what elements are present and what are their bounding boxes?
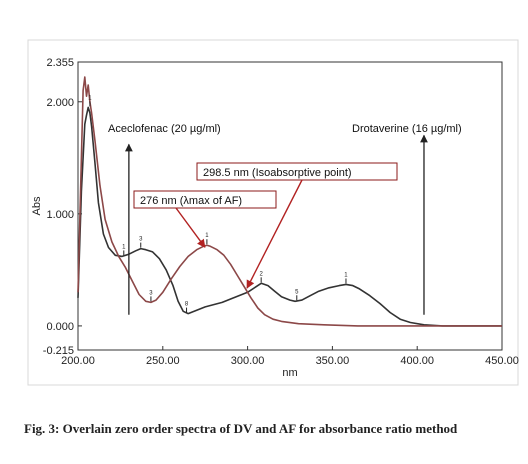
- spectrum-line-2: [77, 76, 502, 327]
- peak-marker-label: 3: [149, 290, 153, 296]
- y-tick-label: 1.000: [46, 209, 74, 221]
- y-axis-label: Abs: [31, 196, 43, 215]
- y-tick-label: 2.355: [46, 57, 74, 69]
- peak-marker-label: 3: [139, 237, 143, 243]
- isoabsorptive-box: [196, 162, 398, 181]
- spectra-chart: 200.00 250.00 300.00 350.00 400.00 450.00 2.35…: [27, 39, 519, 386]
- peak-markers: 1 1 3 8 2 5 1 3 1: [88, 95, 348, 313]
- x-tick-label: 200.00: [61, 355, 95, 367]
- annotations: Aceclofenac (20 µg/ml) Drotaverine (16 µg…: [108, 123, 462, 315]
- y-tick-label: 2.000: [46, 97, 74, 109]
- axes: 200.00 250.00 300.00 350.00 400.00 450.00 2.35…: [31, 57, 519, 379]
- isoabsorptive-label: 298.5 nm (Isoabsorptive point): [203, 167, 352, 179]
- plot-area: [77, 61, 503, 351]
- aceclofenac-label: Aceclofenac (20 µg/ml): [108, 123, 221, 135]
- x-tick-label: 250.00: [146, 355, 180, 367]
- lambda-max-label: 276 nm (λmax of AF): [140, 195, 242, 207]
- peak-marker-label: 8: [185, 302, 189, 308]
- peak-marker-label: 5: [295, 289, 299, 295]
- lambda-max-box: [133, 190, 277, 209]
- drotaverine-label: Drotaverine (16 µg/ml): [352, 123, 462, 135]
- x-tick-label: 300.00: [231, 355, 265, 367]
- peak-marker-label: 1: [344, 272, 348, 278]
- peak-marker-label: 1: [205, 233, 209, 239]
- x-tick-label: 400.00: [400, 355, 434, 367]
- x-tick-label: 450.00: [485, 355, 519, 367]
- lambda-max-arrow: [175, 207, 206, 248]
- figure-frame: [27, 39, 519, 386]
- spectrum-line-1: [77, 106, 502, 327]
- peak-marker-label: 1: [122, 244, 126, 250]
- x-tick-label: 350.00: [316, 355, 350, 367]
- isoabsorptive-arrow: [246, 179, 303, 289]
- y-tick-label: 0.000: [46, 321, 74, 333]
- figure-caption: Fig. 3: Overlain zero order spectra of D…: [24, 421, 458, 436]
- x-axis-label: nm: [282, 367, 297, 379]
- series-layer: [77, 76, 502, 327]
- peak-marker-label: 1: [88, 95, 92, 101]
- peak-marker-label: 2: [259, 271, 263, 277]
- y-tick-label: -0.215: [43, 345, 74, 357]
